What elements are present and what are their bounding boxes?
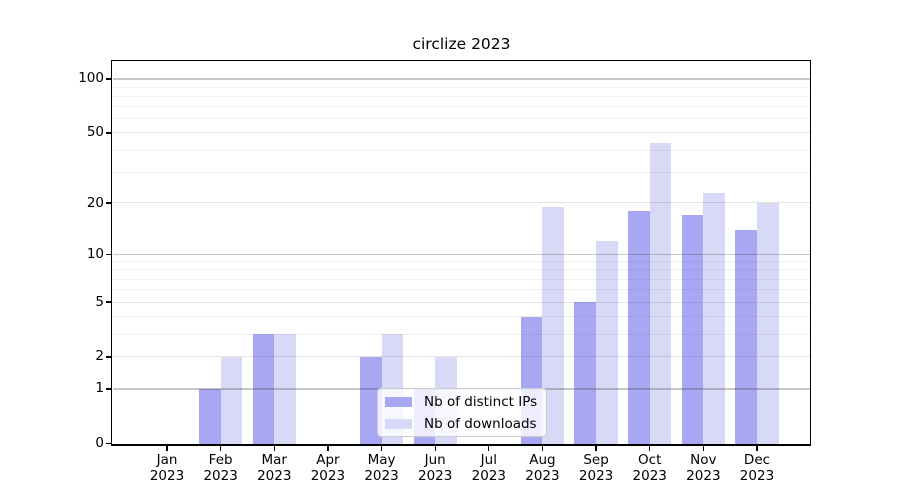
y-tick-1 <box>106 388 111 390</box>
y-tick-label-0: 0 <box>95 435 104 452</box>
x-tick-label-dec-2023: Dec 2023 <box>739 452 775 484</box>
x-tick-label-may-2023: May 2023 <box>364 452 399 484</box>
bar-nb-of-downloads-sep-2023 <box>596 241 618 445</box>
x-tick-label-sep-2023: Sep 2023 <box>578 452 614 484</box>
bar-nb-of-downloads-nov-2023 <box>703 192 725 445</box>
gridline-y-7 <box>113 278 810 280</box>
x-tick-nov-2023 <box>702 445 704 451</box>
y-tick-20 <box>106 202 111 204</box>
y-tick-label-10: 10 <box>86 245 104 262</box>
gridline-y-20 <box>113 202 810 204</box>
gridline-y-90 <box>113 86 810 88</box>
x-tick-may-2023 <box>380 445 383 451</box>
bar-nb-of-downloads-feb-2023 <box>220 356 243 445</box>
gridline-y-2 <box>113 356 810 358</box>
y-tick-0 <box>106 443 111 445</box>
legend-item-downloads: Nb of downloads <box>385 416 546 432</box>
x-tick-label-feb-2023: Feb 2023 <box>203 452 238 484</box>
x-tick-label-jan-2023: Jan 2023 <box>149 452 185 484</box>
y-tick-label-20: 20 <box>86 194 104 211</box>
legend-swatch-downloads <box>385 418 412 429</box>
x-tick-jul-2023 <box>488 445 490 451</box>
gridline-y-40 <box>113 149 810 151</box>
bar-nb-of-distinct-ips-oct-2023 <box>628 211 650 445</box>
bar-nb-of-downloads-aug-2023 <box>542 206 565 445</box>
y-tick-label-100: 100 <box>78 70 104 87</box>
x-tick-label-oct-2023: Oct 2023 <box>632 452 667 484</box>
gridline-y-10 <box>113 253 810 255</box>
bar-nb-of-distinct-ips-dec-2023 <box>735 229 757 445</box>
bar-nb-of-distinct-ips-feb-2023 <box>199 388 221 445</box>
gridline-y-6 <box>113 289 810 291</box>
y-tick-100 <box>106 78 111 80</box>
gridline-y-70 <box>113 106 810 108</box>
x-tick-label-jul-2023: Jul 2023 <box>471 452 506 484</box>
y-tick-label-1: 1 <box>95 380 104 397</box>
y-tick-2 <box>106 356 111 358</box>
gridline-y-100 <box>113 78 810 80</box>
x-tick-label-aug-2023: Aug 2023 <box>525 452 560 484</box>
y-tick-10 <box>106 253 111 255</box>
x-tick-mar-2023 <box>273 445 275 451</box>
bar-nb-of-distinct-ips-mar-2023 <box>252 334 275 445</box>
gridline-y-50 <box>113 132 810 134</box>
bar-nb-of-distinct-ips-sep-2023 <box>574 302 597 445</box>
x-tick-aug-2023 <box>541 445 544 451</box>
x-tick-dec-2023 <box>756 445 758 451</box>
x-tick-oct-2023 <box>649 445 651 451</box>
bar-nb-of-downloads-mar-2023 <box>274 334 296 445</box>
legend-swatch-distinct-ips <box>385 396 412 407</box>
y-tick-5 <box>106 301 111 303</box>
x-tick-feb-2023 <box>219 445 222 451</box>
x-tick-sep-2023 <box>595 445 597 451</box>
chart-title: circlize 2023 <box>412 35 511 53</box>
x-tick-jan-2023 <box>166 445 168 451</box>
legend-label-distinct-ips: Nb of distinct IPs <box>424 393 538 410</box>
legend: Nb of distinct IPs Nb of downloads <box>377 388 547 437</box>
x-tick-label-apr-2023: Apr 2023 <box>310 452 346 484</box>
bar-nb-of-distinct-ips-may-2023 <box>359 356 382 445</box>
y-tick-label-2: 2 <box>95 348 104 365</box>
x-tick-apr-2023 <box>327 445 329 451</box>
legend-label-downloads: Nb of downloads <box>424 415 537 432</box>
x-tick-jun-2023 <box>434 445 436 451</box>
bar-nb-of-downloads-oct-2023 <box>649 142 672 445</box>
x-tick-label-nov-2023: Nov 2023 <box>686 452 721 484</box>
gridline-y-9 <box>113 261 810 263</box>
gridline-y-80 <box>113 95 810 97</box>
gridline-y-5 <box>113 301 810 303</box>
y-tick-50 <box>106 132 111 134</box>
y-tick-label-50: 50 <box>86 124 104 141</box>
x-tick-label-jun-2023: Jun 2023 <box>417 452 453 484</box>
x-tick-label-mar-2023: Mar 2023 <box>257 452 292 484</box>
bar-nb-of-distinct-ips-nov-2023 <box>681 215 704 445</box>
gridline-y-60 <box>113 118 810 120</box>
y-tick-label-5: 5 <box>95 293 104 310</box>
gridline-y-4 <box>113 315 810 317</box>
bar-nb-of-downloads-dec-2023 <box>756 203 779 445</box>
legend-item-distinct-ips: Nb of distinct IPs <box>385 394 546 410</box>
gridline-y-3 <box>113 333 810 335</box>
gridline-y-8 <box>113 269 810 271</box>
gridline-y-30 <box>113 171 810 173</box>
